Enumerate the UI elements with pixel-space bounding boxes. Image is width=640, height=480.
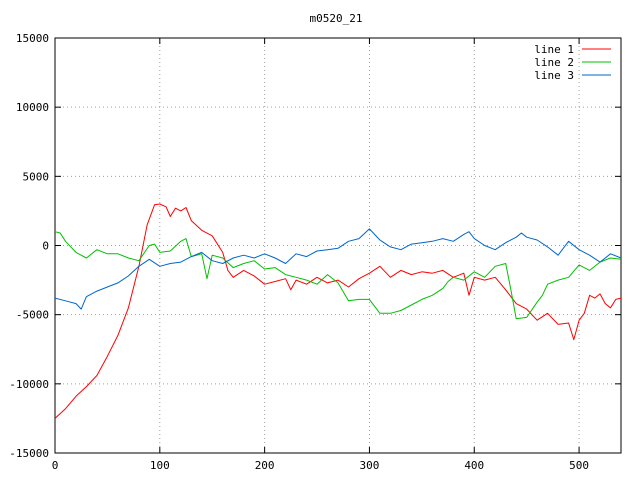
series-line-3 (54, 228, 622, 310)
y-tick-label: 10000 (16, 101, 49, 114)
grid-lines (55, 38, 621, 453)
legend-label-2: line 2 (534, 56, 574, 69)
series-lines (54, 203, 622, 419)
legend-label-3: line 3 (534, 69, 574, 82)
y-tick-label: -5000 (16, 309, 49, 322)
x-tick-label: 200 (255, 459, 275, 472)
legend-label-1: line 1 (534, 43, 574, 56)
series-line-2 (54, 231, 622, 320)
y-tick-label: 0 (42, 240, 49, 253)
chart-title: m0520_21 (310, 12, 363, 25)
series-line-1 (54, 203, 622, 419)
axes: 0 100 200 300 400 500 -15000 -10000 -5000 0 5000 10… (9, 32, 622, 472)
x-tick-label: 100 (150, 459, 170, 472)
x-tick-label: 0 (52, 459, 59, 472)
y-tick-label: -15000 (9, 447, 49, 460)
y-tick-label: -10000 (9, 378, 49, 391)
y-tick-label: 15000 (16, 32, 49, 45)
x-tick-label: 400 (464, 459, 484, 472)
x-tick-label: 500 (569, 459, 589, 472)
y-tick-label: 5000 (23, 170, 50, 183)
x-tick-label: 300 (360, 459, 380, 472)
